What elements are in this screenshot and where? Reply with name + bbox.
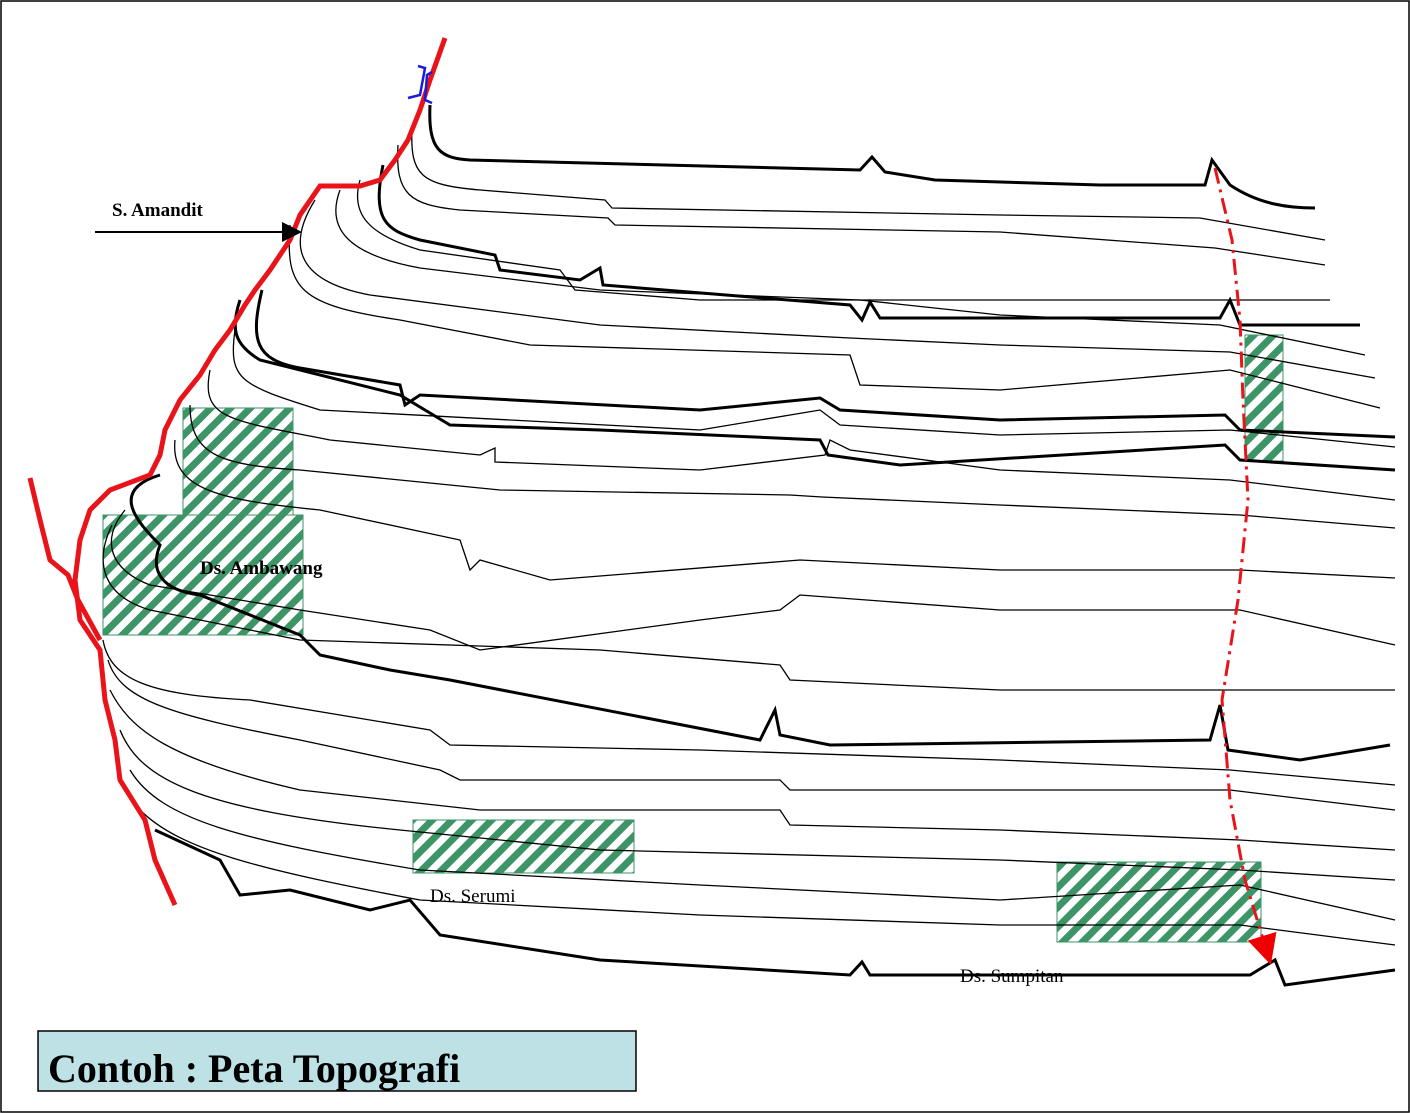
topographic-map: S. Amandit Ds. Ambawang Ds. Serumi Ds. S… (0, 0, 1410, 1113)
page: {"labels": {"river": "S. Amandit", "vill… (0, 0, 1410, 1113)
river-label: S. Amandit (112, 200, 203, 221)
village-label: Ds. Serumi (430, 886, 516, 907)
settlement (1245, 335, 1283, 461)
village-label: Ds. Ambawang (200, 558, 323, 579)
settlement (1057, 862, 1261, 942)
village-label: Ds. Sumpitan (960, 966, 1064, 987)
caption: Contoh : Peta Topografi (48, 1046, 460, 1091)
settlement (413, 820, 634, 873)
